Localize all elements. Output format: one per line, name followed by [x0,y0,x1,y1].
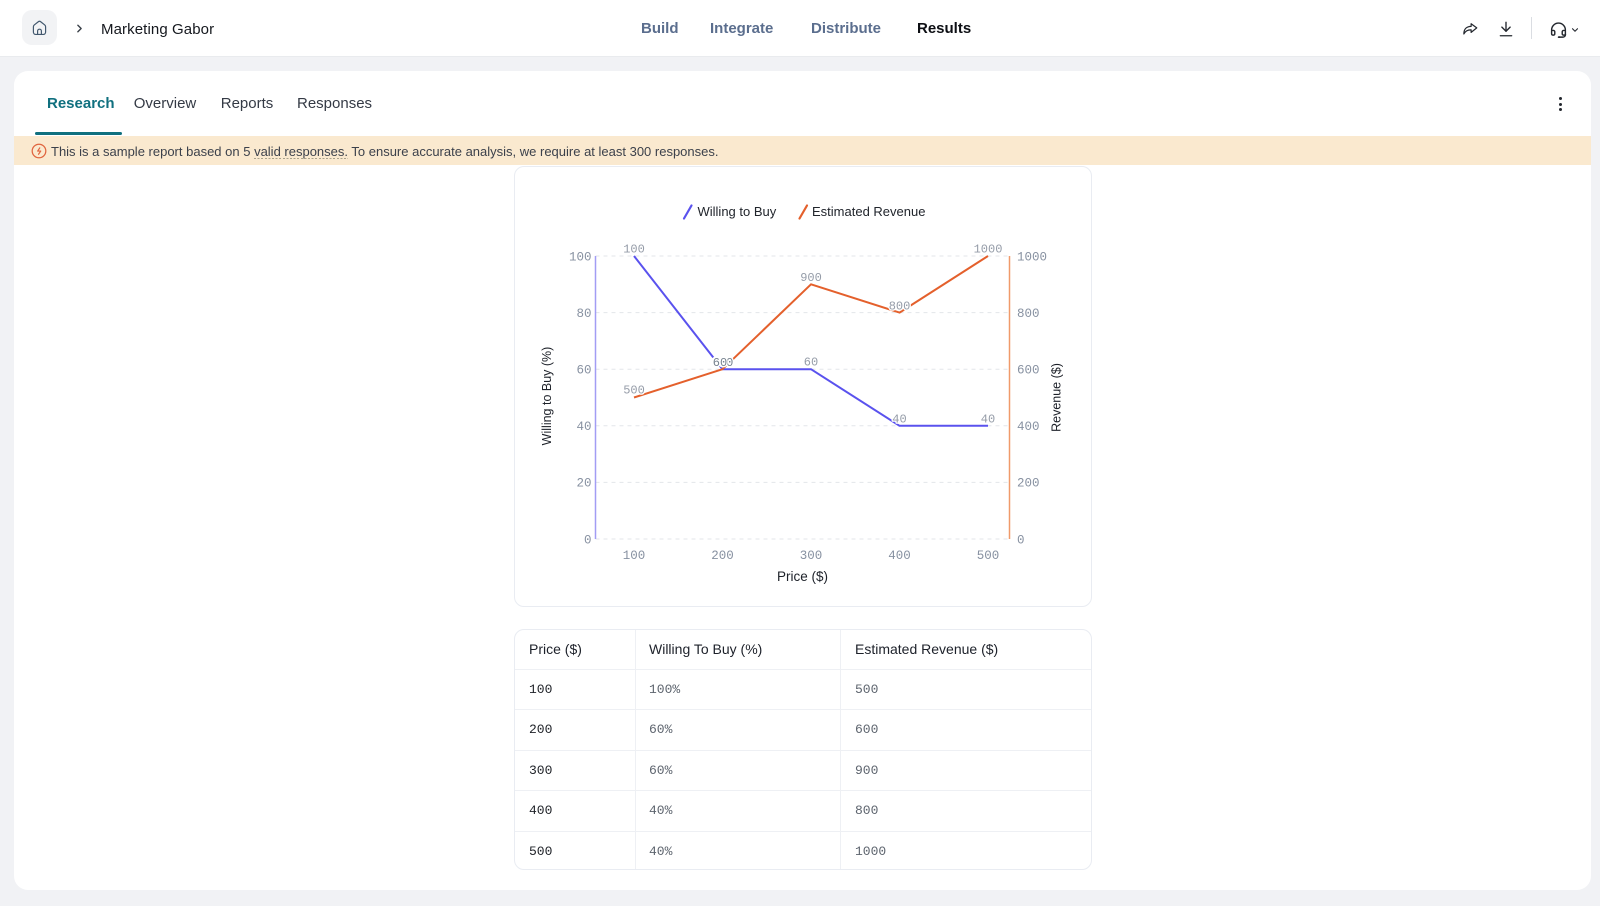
svg-text:600: 600 [1017,364,1040,378]
svg-text:100: 100 [623,243,645,257]
svg-text:100: 100 [623,549,646,563]
svg-text:900: 900 [800,271,822,285]
svg-text:0: 0 [584,534,592,548]
svg-text:1000: 1000 [974,243,1003,257]
svg-text:Price ($): Price ($) [777,569,828,584]
svg-text:500: 500 [623,384,645,398]
svg-text:Willing to Buy: Willing to Buy [698,204,777,219]
svg-text:Estimated Revenue: Estimated Revenue [812,204,925,219]
svg-text:400: 400 [1017,420,1040,434]
svg-text:40: 40 [576,420,591,434]
svg-text:Willing to Buy (%): Willing to Buy (%) [540,347,554,446]
svg-text:20: 20 [576,477,591,491]
svg-text:500: 500 [977,549,1000,563]
svg-text:60: 60 [576,364,591,378]
svg-text:300: 300 [800,549,823,563]
svg-text:0: 0 [1017,534,1025,548]
svg-text:Revenue ($): Revenue ($) [1050,363,1064,432]
svg-text:40: 40 [892,413,906,427]
svg-text:60: 60 [804,356,818,370]
svg-text:800: 800 [889,300,911,314]
svg-text:100: 100 [569,251,592,265]
svg-text:400: 400 [888,549,911,563]
svg-text:60: 60 [713,356,727,370]
svg-text:200: 200 [711,549,734,563]
svg-text:200: 200 [1017,477,1040,491]
svg-text:80: 80 [576,307,591,321]
svg-text:600: 600 [712,356,734,370]
svg-text:800: 800 [1017,307,1040,321]
svg-text:1000: 1000 [1017,251,1047,265]
svg-text:40: 40 [981,413,995,427]
